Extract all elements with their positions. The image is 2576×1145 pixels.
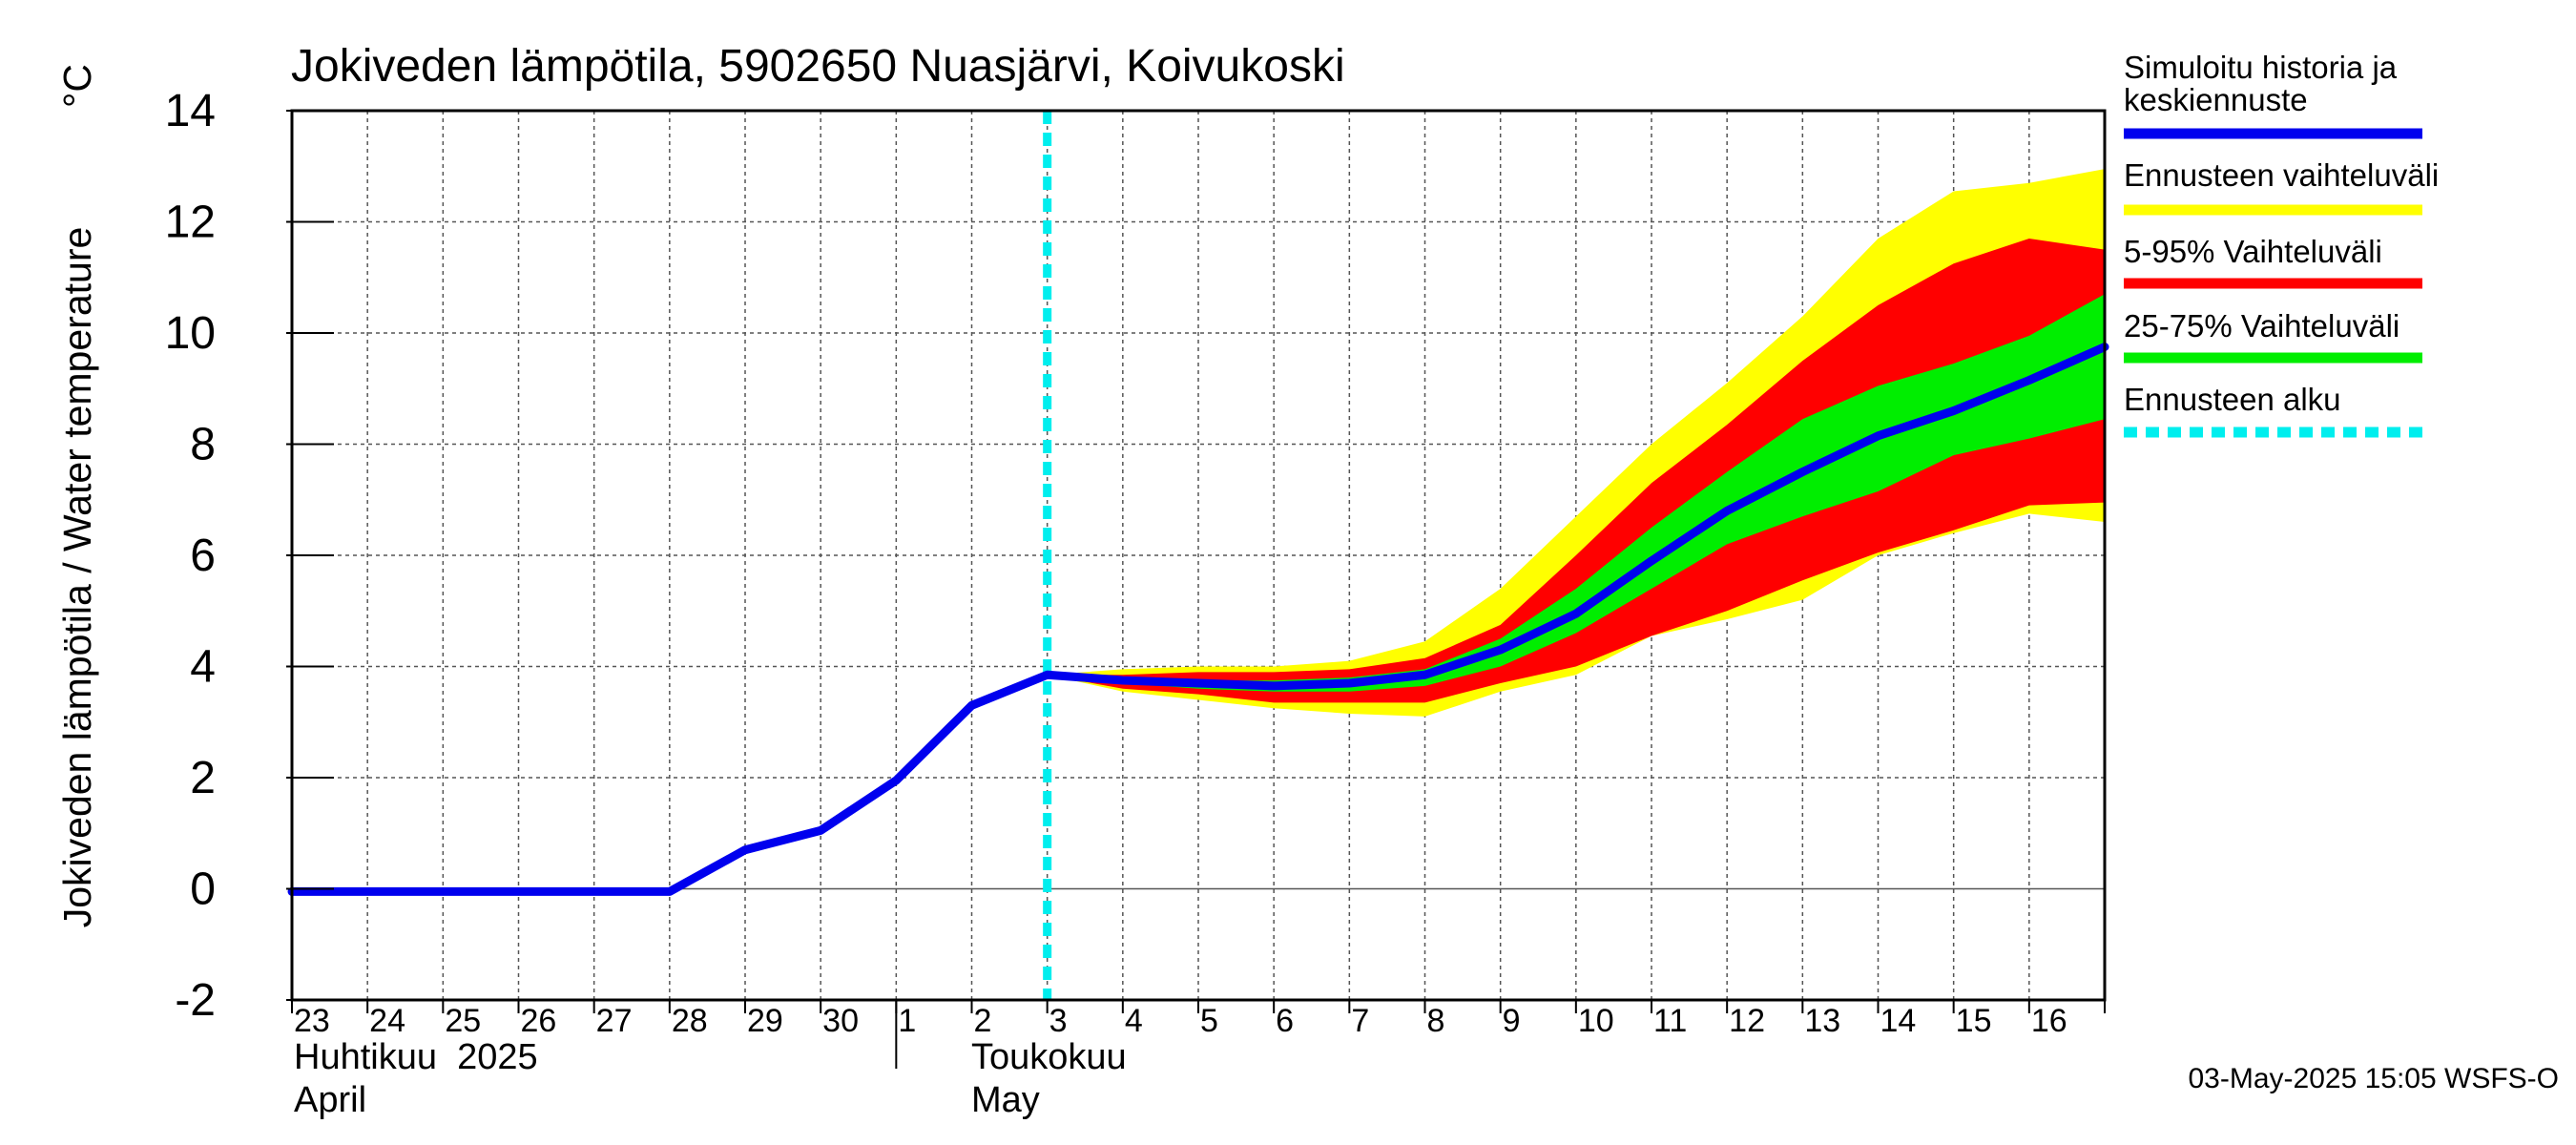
- x-tick-label: 25: [445, 1003, 481, 1039]
- y-tick-label: 2: [190, 753, 216, 803]
- series-line-0: [287, 343, 2109, 896]
- legend-label-part: Simuloitu historia ja: [2124, 50, 2398, 85]
- x-tick-label: 2: [974, 1003, 992, 1039]
- x-tick-label: 30: [822, 1003, 859, 1039]
- month-label-april-fi: Huhtikuu 2025: [294, 1037, 538, 1077]
- x-tick-label: 4: [1125, 1003, 1143, 1039]
- x-tick-label: 3: [1049, 1003, 1068, 1039]
- x-tick-label: 15: [1956, 1003, 1992, 1039]
- x-tick-label: 23: [294, 1003, 330, 1039]
- x-tick-label: 9: [1503, 1003, 1521, 1039]
- legend-label: Ennusteen vaihteluväli: [2124, 157, 2439, 193]
- x-tick-label: 6: [1276, 1003, 1294, 1039]
- y-tick-label: 0: [190, 864, 216, 915]
- y-tick-label: 14: [165, 86, 216, 136]
- x-tick-label: 29: [747, 1003, 783, 1039]
- y-tick-label: 4: [190, 642, 216, 693]
- x-tick-label: 28: [672, 1003, 708, 1039]
- legend-label: 25-75% Vaihteluväli: [2124, 308, 2399, 344]
- x-tick-label: 10: [1578, 1003, 1614, 1039]
- y-tick-label: 10: [165, 308, 216, 359]
- y-tick-label: 12: [165, 198, 216, 248]
- y-tick-label: -2: [175, 975, 216, 1026]
- x-tick-label: 24: [369, 1003, 405, 1039]
- x-tick-label: 5: [1200, 1003, 1218, 1039]
- x-tick-label: 27: [596, 1003, 633, 1039]
- footer-timestamp: 03-May-2025 15:05 WSFS-O: [2189, 1063, 2560, 1094]
- y-axis-unit: °C: [55, 64, 99, 108]
- month-label-may-en: May: [971, 1080, 1040, 1120]
- x-tick-label: 26: [521, 1003, 557, 1039]
- month-label-april-en: April: [294, 1080, 366, 1120]
- band-0: [1047, 169, 2105, 717]
- series-layer: [287, 111, 2109, 1000]
- x-tick-label: 12: [1729, 1003, 1765, 1039]
- y-tick-label: 8: [190, 420, 216, 470]
- legend-label: 5-95% Vaihteluväli: [2124, 234, 2382, 269]
- legend-label: Ennusteen alku: [2124, 382, 2341, 417]
- y-tick-label: 6: [190, 531, 216, 581]
- x-tick-label: 14: [1880, 1003, 1917, 1039]
- x-tick-label: 16: [2031, 1003, 2067, 1039]
- band-1: [1047, 238, 2105, 703]
- x-tick-label: 8: [1427, 1003, 1445, 1039]
- chart-title: Jokiveden lämpötila, 5902650 Nuasjärvi, …: [291, 41, 1345, 92]
- x-tick-label: 11: [1653, 1003, 1687, 1039]
- y-axis-label: Jokiveden lämpötila / Water temperature: [55, 227, 99, 928]
- x-tick-label: 1: [898, 1003, 916, 1039]
- legend-label-part: keskiennuste: [2124, 82, 2308, 117]
- x-tick-label: 13: [1804, 1003, 1840, 1039]
- month-label-may-fi: Toukokuu: [971, 1037, 1127, 1077]
- x-tick-label: 7: [1351, 1003, 1369, 1039]
- plot-frame: [290, 109, 2107, 1002]
